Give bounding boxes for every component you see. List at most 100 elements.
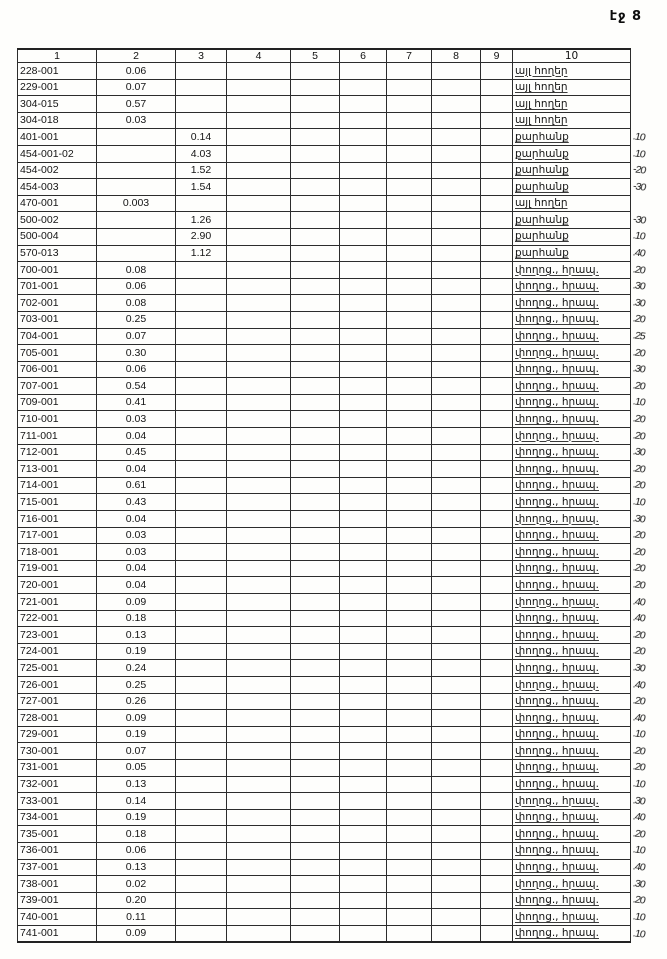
cell-col4 <box>226 194 291 213</box>
cell-col6 <box>339 626 387 644</box>
cell-col8 <box>431 78 481 97</box>
land-use-text: փողոց., հրապ. <box>515 894 599 907</box>
cell-col5 <box>290 211 340 229</box>
cell-land-use: փողոց., հրապ. <box>512 593 631 611</box>
cell-parcel-code: 709-001 <box>17 393 97 412</box>
cell-col6 <box>339 709 387 727</box>
cell-parcel-code: 735-001 <box>17 825 97 843</box>
margin-mark-text: .20 <box>631 694 646 708</box>
cell-col8 <box>431 410 481 429</box>
cell-land-use: փողոց., հրապ. <box>512 476 631 495</box>
margin-mark: .20 <box>631 311 667 328</box>
cell-parcel-code: 729-001 <box>17 725 97 744</box>
cell-col7 <box>386 709 432 727</box>
cell-land-use: փողոց., հրապ. <box>512 377 631 395</box>
cell-col8 <box>431 211 481 229</box>
cell-col7 <box>386 825 432 843</box>
cell-col8 <box>431 742 481 760</box>
cell-col9 <box>480 310 513 329</box>
cell-col9 <box>480 194 513 213</box>
cell-col3 <box>175 593 227 611</box>
cell-col7 <box>386 576 432 594</box>
cell-col6 <box>339 277 387 296</box>
cell-col5 <box>290 410 340 429</box>
margin-mark-text: .10 <box>631 727 646 741</box>
margin-mark: .30 <box>631 876 667 893</box>
table-row: 721-001 0.09 փողոց., հրապ. .40 <box>17 593 667 611</box>
cell-col5 <box>290 95 340 113</box>
cell-col2: 0.24 <box>96 659 176 677</box>
cell-land-use: փողոց., հրապ. <box>512 725 631 744</box>
cell-col7 <box>386 626 432 644</box>
table-row: 737-001 0.13 փողոց., հրապ. .40 <box>17 858 667 877</box>
land-use-text: փողոց., հրապ. <box>515 661 599 674</box>
cell-col8 <box>431 709 481 727</box>
cell-col8 <box>431 294 481 312</box>
cell-col9 <box>480 526 513 545</box>
margin-mark-text: -30 <box>631 180 647 194</box>
cell-col7 <box>386 261 432 279</box>
cell-col2: 0.19 <box>96 725 176 744</box>
margin-mark: .20 <box>631 643 667 660</box>
land-use-text: քարհանք <box>515 247 569 260</box>
cell-col9 <box>480 476 513 495</box>
margin-mark-text: .20 <box>631 644 646 658</box>
cell-col9 <box>480 95 513 113</box>
cell-col5 <box>290 924 340 944</box>
table-row: 229-001 0.07 այլ հողեր <box>17 78 667 97</box>
table-row: 728-001 0.09 փողոց., հրապ. .40 <box>17 709 667 727</box>
cell-col4 <box>226 692 291 711</box>
cell-col3 <box>175 393 227 412</box>
cell-col5 <box>290 194 340 213</box>
cell-parcel-code: 722-001 <box>17 609 97 628</box>
land-use-text: այլ հողեր <box>515 114 568 127</box>
cell-col7 <box>386 543 432 561</box>
margin-mark: .40 <box>631 676 667 693</box>
cell-col2: 0.61 <box>96 476 176 495</box>
cell-col5 <box>290 62 340 80</box>
cell-col4 <box>226 211 291 229</box>
cell-parcel-code: 730-001 <box>17 742 97 760</box>
cell-col9 <box>480 692 513 711</box>
land-use-text: փողոց., հրապ. <box>515 695 599 708</box>
cell-col4 <box>226 841 291 860</box>
column-header: 8 <box>431 48 481 63</box>
cell-col6 <box>339 111 387 130</box>
cell-col8 <box>431 476 481 495</box>
cell-parcel-code: 570-013 <box>17 244 97 263</box>
cell-land-use: այլ հողեր <box>512 111 631 130</box>
cell-col7 <box>386 642 432 661</box>
margin-mark-text: .30 <box>631 296 646 310</box>
cell-col4 <box>226 476 291 495</box>
cell-land-use: փողոց., հրապ. <box>512 758 631 777</box>
cell-col2: 0.57 <box>96 95 176 113</box>
cell-col4 <box>226 891 291 910</box>
cell-col5 <box>290 294 340 312</box>
cell-col5 <box>290 609 340 628</box>
cell-col4 <box>226 559 291 578</box>
margin-mark-text: -20 <box>631 163 647 177</box>
cell-col2: 0.18 <box>96 609 176 628</box>
cell-col5 <box>290 692 340 711</box>
cell-col3 <box>175 327 227 346</box>
cell-col6 <box>339 775 387 794</box>
cell-col7 <box>386 758 432 777</box>
cell-col2: 0.06 <box>96 62 176 80</box>
cell-parcel-code: 703-001 <box>17 310 97 329</box>
cell-col3 <box>175 360 227 379</box>
cell-col4 <box>226 758 291 777</box>
cell-col4 <box>226 908 291 926</box>
cell-col8 <box>431 841 481 860</box>
cell-col3: 1.12 <box>175 244 227 263</box>
cell-col3 <box>175 194 227 213</box>
cell-col4 <box>226 858 291 877</box>
cell-col7 <box>386 310 432 329</box>
cell-col5 <box>290 144 340 163</box>
cell-land-use: քարհանք <box>512 161 631 180</box>
cell-parcel-code: 738-001 <box>17 875 97 893</box>
cell-col8 <box>431 891 481 910</box>
cell-land-use: փողոց., հրապ. <box>512 261 631 279</box>
cell-parcel-code: 731-001 <box>17 758 97 777</box>
cell-col3 <box>175 825 227 843</box>
